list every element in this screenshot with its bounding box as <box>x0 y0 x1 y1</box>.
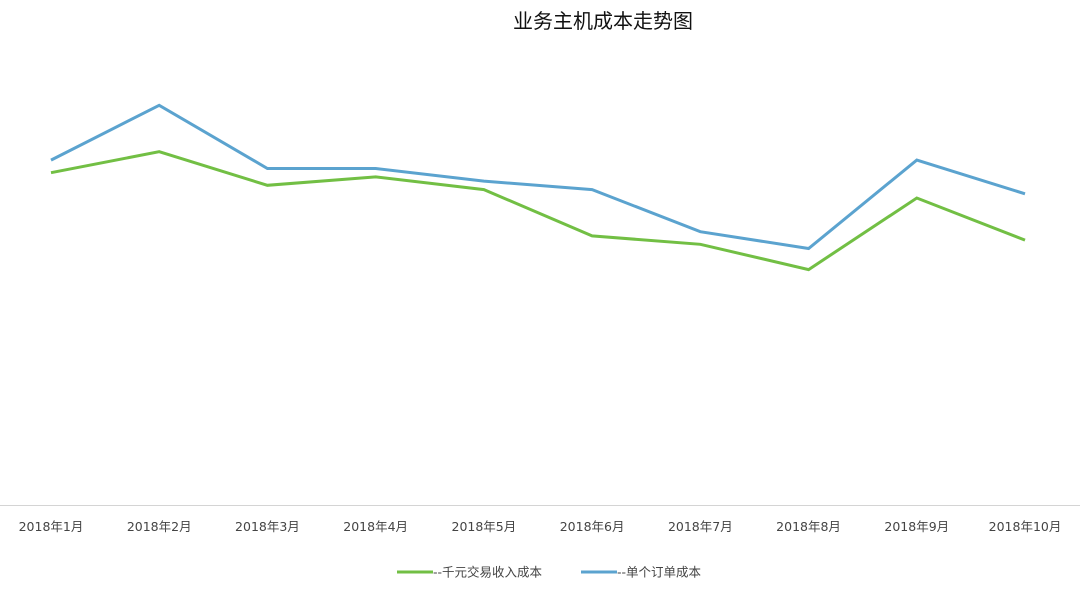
legend-label: --单个订单成本 <box>617 565 702 580</box>
x-tick-label: 2018年3月 <box>235 519 300 534</box>
x-tick-label: 2018年10月 <box>989 519 1062 534</box>
x-tick-label: 2018年8月 <box>776 519 841 534</box>
series-group-1 <box>50 150 1026 272</box>
legend-item-1: --千元交易收入成本 <box>397 565 543 580</box>
legend-item-2: --单个订单成本 <box>581 565 702 580</box>
series-layer <box>50 103 1026 272</box>
x-tick-label: 2018年4月 <box>343 519 408 534</box>
x-tick-label: 2018年9月 <box>884 519 949 534</box>
chart-title: 业务主机成本走势图 <box>513 9 693 33</box>
series-line-2 <box>50 103 1026 251</box>
x-tick-label: 2018年5月 <box>452 519 517 534</box>
x-tick-label: 2018年2月 <box>127 519 192 534</box>
x-axis-ticks: 2018年1月 2018年2月 2018年3月 2018年4月 2018年5月 2018年… <box>19 519 1062 534</box>
series-line-1 <box>50 150 1026 272</box>
series-group-2 <box>50 103 1026 251</box>
x-tick-label: 2018年1月 <box>19 519 84 534</box>
x-tick-label: 2018年7月 <box>668 519 733 534</box>
legend-label: --千元交易收入成本 <box>433 565 543 580</box>
x-tick-label: 2018年6月 <box>560 519 625 534</box>
legend: --千元交易收入成本 --单个订单成本 <box>397 565 702 580</box>
